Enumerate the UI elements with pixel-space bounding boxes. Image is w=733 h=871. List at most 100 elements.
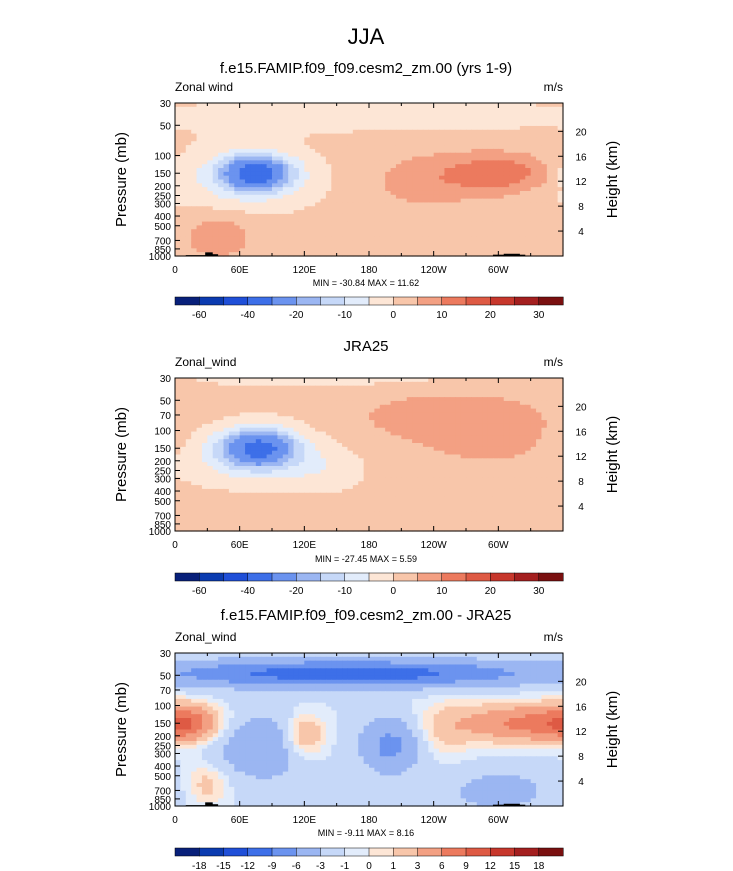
contour-cell [471,233,478,238]
contour-cell [374,420,381,425]
contour-cell [503,141,510,146]
contour-cell [422,206,429,211]
contour-cell [207,233,214,238]
contour-cell [320,400,327,406]
contour-cell [180,103,187,108]
contour-cell [444,443,451,448]
contour-cell [250,210,257,215]
contour-cell [525,125,532,131]
contour-cell [228,252,235,257]
contour-cell [433,423,440,429]
contour-cell [406,160,413,165]
contour-cell [191,129,198,135]
contour-cell [401,168,408,173]
contour-cell [336,114,343,119]
contour-cell [218,404,225,410]
contour-cell [266,125,273,131]
contour-cell [439,156,446,161]
contour-cell [245,435,252,440]
contour-cell [266,420,273,425]
contour-cell [471,477,478,482]
contour-cell [541,183,548,188]
contour-cell [266,229,273,234]
contour-cell [422,385,429,391]
contour-cell [272,454,278,459]
contour-cell [336,141,343,146]
contour-cell [460,481,467,486]
contour-cell [261,385,268,391]
contour-cell [266,171,273,177]
contour-cell [191,194,198,200]
contour-cell [379,179,386,184]
contour-cell [422,133,429,139]
contour-cell [336,103,343,108]
contour-cell [320,202,327,207]
contour-cell [449,129,456,135]
contour-cell [509,145,516,150]
contour-cell [460,454,467,459]
contour-cell [552,416,559,421]
contour-cell [228,141,235,146]
contour-cell [250,454,257,459]
contour-cell [272,141,278,146]
contour-cell [315,416,322,421]
contour-cell [460,412,467,417]
contour-cell [541,171,548,177]
contour-cell [218,446,225,452]
contour-cell [325,477,332,482]
contour-cell [228,129,235,135]
contour-cell [363,233,370,238]
contour-cell [336,183,343,188]
contour-cell [390,179,397,184]
contour-cell [288,385,295,391]
contour-cell [536,412,543,417]
contour-cell [455,213,462,219]
contour-cell [331,244,338,249]
contour-cell [363,179,370,184]
contour-cell [239,404,246,410]
contour-cell [239,175,246,181]
contour-cell [239,465,246,471]
contour-cell [514,152,521,158]
contour-cell [336,229,343,234]
contour-cell [471,213,478,219]
contour-cell [492,431,499,436]
contour-cell [530,381,537,387]
contour-cell [422,454,429,459]
contour-cell [228,175,235,181]
contour-cell [390,114,397,119]
contour-cell [557,252,564,257]
contour-cell [201,187,208,192]
contour-cell [412,110,419,116]
contour-cell [228,164,235,169]
contour-cell [207,137,214,142]
contour-cell [250,106,257,112]
contour-cell [234,213,241,219]
contour-cell [331,412,338,417]
contour-cell [482,381,489,387]
contour-cell [175,137,181,142]
contour-cell [401,103,408,108]
contour-cell [476,393,483,398]
contour-cell [347,423,354,429]
contour-cell [336,160,343,165]
contour-cell [509,248,516,253]
contour-cell [239,103,246,108]
contour-cell [363,244,370,249]
contour-cell [223,454,230,459]
contour-cell [455,420,462,425]
contour-cell [557,385,564,391]
contour-cell [234,148,241,154]
contour-cell [288,416,295,421]
contour-cell [514,420,521,425]
contour-cell [293,206,300,211]
contour-cell [406,423,413,429]
contour-cell [498,446,505,452]
contour-cell [331,187,338,192]
contour-cell [482,446,489,452]
contour-cell [536,236,543,242]
contour-cell [374,210,381,215]
contour-cell [492,378,499,383]
contour-cell [374,458,381,463]
contour-cell [309,114,316,119]
